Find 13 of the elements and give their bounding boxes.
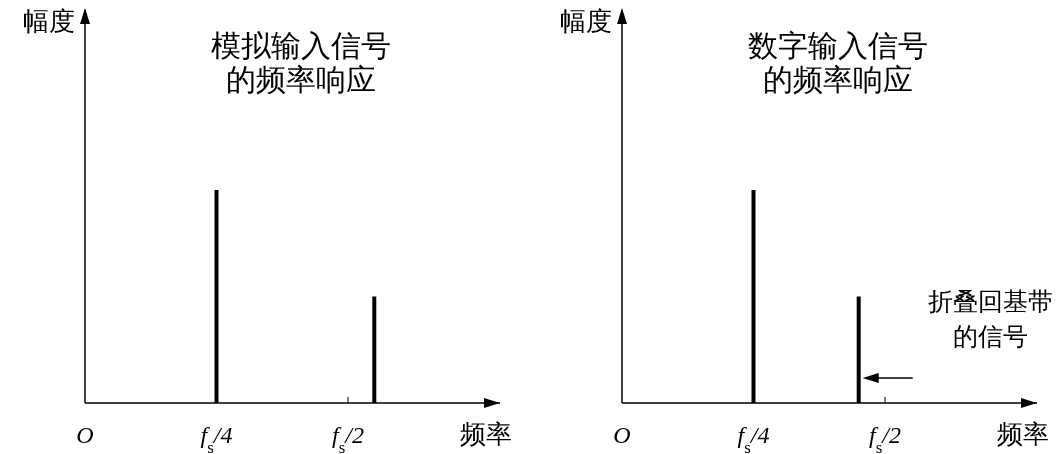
x-tick-label: f$_{s}$/4 [737,422,770,454]
x-tick-label: O [76,422,94,448]
y-axis-title: 幅度 [560,6,612,36]
y-axis-title: 幅度 [23,6,75,36]
x-tick-label: f$_{s}$/2 [869,422,901,454]
chart-title: 数字输入信号的频率响应 [747,28,928,97]
x-axis-title: 频率 [460,419,512,449]
annotation: 折叠回基带的信号 [928,287,1054,351]
x-tick-label: f$_{s}$/2 [332,422,364,454]
chart-title: 模拟输入信号的频率响应 [210,28,391,97]
x-axis-title: 频率 [997,419,1049,449]
x-tick-label: f$_{s}$/4 [200,422,233,454]
x-tick-label: O [613,422,631,448]
